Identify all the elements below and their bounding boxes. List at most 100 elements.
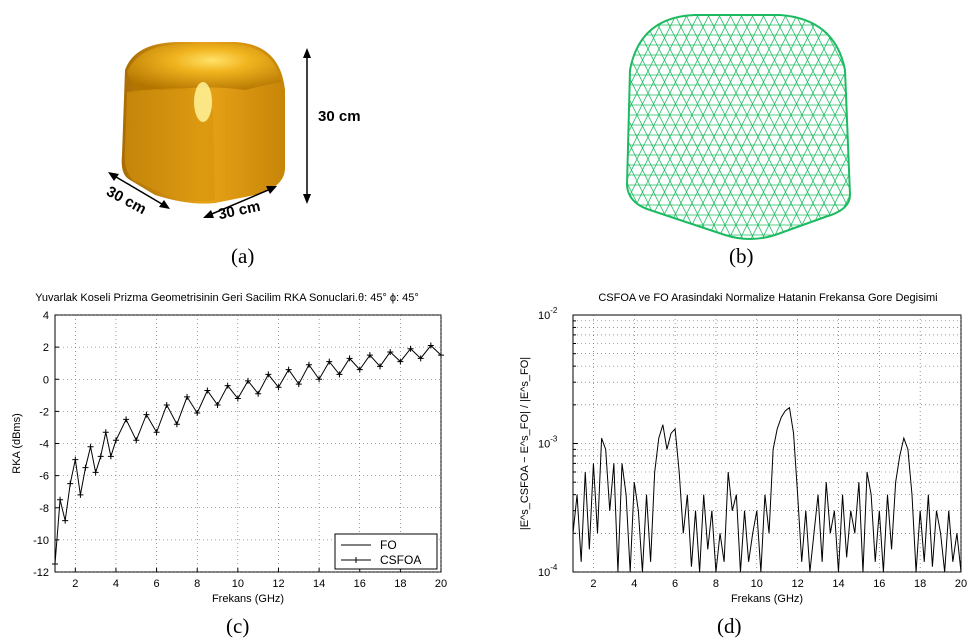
- panel-label-c: (c): [226, 614, 250, 638]
- csfoa-marker: [92, 469, 99, 476]
- csfoa-marker: [184, 393, 191, 400]
- prism-render: [108, 42, 311, 218]
- width-arrow-head-b: [266, 186, 277, 194]
- x-tick-label: 8: [713, 578, 719, 590]
- y-tick-label: -12: [33, 567, 49, 579]
- mesh-pattern: [600, 5, 900, 245]
- prism-front: [124, 88, 215, 202]
- mesh-line: [845, 15, 850, 239]
- csfoa-marker: [407, 345, 414, 352]
- x-tick-label: 14: [832, 578, 844, 590]
- csfoa-marker: [336, 371, 343, 378]
- mesh-line: [879, 5, 900, 245]
- mesh-line: [600, 5, 626, 245]
- x-tick-label: 16: [873, 578, 885, 590]
- y-axis-label: |E^s_CSFOA − E^s_FO| / |E^s_FO|: [519, 357, 531, 530]
- csfoa-marker: [67, 480, 74, 487]
- width-arrow: [206, 187, 274, 217]
- chart-title: CSFOA ve FO Arasindaki Normalize Hatanin…: [598, 292, 937, 304]
- csfoa-marker: [366, 352, 373, 359]
- csfoa-marker: [255, 390, 262, 397]
- panel-label-d: (d): [717, 614, 742, 638]
- csfoa-marker: [163, 401, 170, 408]
- y-tick-label: -6: [39, 471, 49, 483]
- legend-label-csfoa: CSFOA: [380, 553, 421, 567]
- csfoa-marker: [173, 421, 180, 428]
- csfoa-marker: [194, 409, 201, 416]
- csfoa-marker: [62, 517, 69, 524]
- y-tick-label: 10-3: [538, 435, 558, 451]
- prism-top: [127, 44, 281, 91]
- mesh-line: [858, 5, 900, 245]
- x-tick-label: 2: [72, 578, 78, 590]
- csfoa-marker: [285, 366, 292, 373]
- height-arrow-head-bottom: [303, 194, 311, 204]
- legend-box: [334, 533, 438, 570]
- csfoa-marker: [224, 382, 231, 389]
- height-label: 30 cm: [318, 108, 361, 125]
- y-tick-label: -8: [39, 503, 49, 515]
- y-tick-label: 0: [43, 374, 49, 386]
- mesh-line: [600, 5, 614, 245]
- x-axis-label: Frekans (GHz): [212, 593, 284, 605]
- csfoa-marker: [417, 355, 424, 362]
- x-tick-label: 10: [232, 578, 244, 590]
- csfoa-marker: [214, 401, 221, 408]
- panel-label-a: (a): [231, 244, 255, 268]
- csfoa-marker: [143, 411, 150, 418]
- x-tick-label: 10: [751, 578, 763, 590]
- mesh-line: [880, 5, 900, 245]
- y-tick-label: 4: [43, 310, 49, 322]
- mesh-line: [600, 5, 615, 245]
- x-tick-label: 12: [272, 578, 284, 590]
- mesh-line: [868, 5, 900, 245]
- series-line-error: [572, 406, 962, 573]
- csfoa-marker: [123, 416, 130, 423]
- csfoa-marker: [346, 355, 353, 362]
- x-tick-label: 8: [194, 578, 200, 590]
- x-tick-label: 20: [435, 578, 447, 590]
- x-tick-label: 12: [792, 578, 804, 590]
- y-tick-label: 10-2: [538, 306, 558, 322]
- csfoa-marker: [112, 437, 119, 444]
- panel-label-b: (b): [729, 244, 754, 268]
- x-tick-label: 18: [914, 578, 926, 590]
- legend-marker-csfoa: [353, 557, 359, 563]
- x-tick-label: 4: [113, 578, 119, 590]
- csfoa-marker: [295, 381, 302, 388]
- mesh-line: [600, 5, 625, 245]
- prism-highlight: [194, 82, 212, 122]
- y-tick-label: -2: [39, 406, 49, 418]
- mesh-line: [846, 15, 850, 239]
- csfoa-marker: [133, 437, 140, 444]
- csfoa-marker: [107, 453, 114, 460]
- csfoa-marker: [102, 429, 109, 436]
- height-arrow-head-top: [303, 48, 311, 58]
- y-tick-label: 2: [43, 342, 49, 354]
- csfoa-marker: [275, 384, 282, 391]
- depth-arrow: [110, 173, 168, 208]
- mesh-line: [890, 5, 900, 245]
- x-tick-label: 6: [154, 578, 160, 590]
- y-tick-label: -4: [39, 439, 49, 451]
- csfoa-marker: [153, 429, 160, 436]
- csfoa-marker: [77, 491, 84, 498]
- x-tick-label: 4: [631, 578, 637, 590]
- csfoa-marker: [245, 377, 251, 384]
- mesh-line: [600, 5, 604, 245]
- x-tick-label: 18: [394, 578, 406, 590]
- chart-error: CSFOA ve FO Arasindaki Normalize Hatanin…: [519, 292, 967, 605]
- depth-arrow-head-b: [159, 200, 170, 209]
- chart-title: Yuvarlak Koseli Prizma Geometrisinin Ger…: [35, 292, 419, 304]
- mesh-line: [869, 5, 900, 245]
- mesh-render: [600, 5, 900, 245]
- x-tick-label: 14: [313, 578, 325, 590]
- x-tick-label: 2: [590, 578, 596, 590]
- csfoa-marker: [305, 361, 312, 368]
- legend-label-fo: FO: [380, 538, 397, 552]
- csfoa-marker: [204, 387, 211, 394]
- csfoa-marker: [234, 395, 241, 402]
- csfoa-marker: [87, 443, 94, 450]
- csfoa-marker: [72, 456, 79, 463]
- y-tick-label: 10-4: [538, 563, 558, 579]
